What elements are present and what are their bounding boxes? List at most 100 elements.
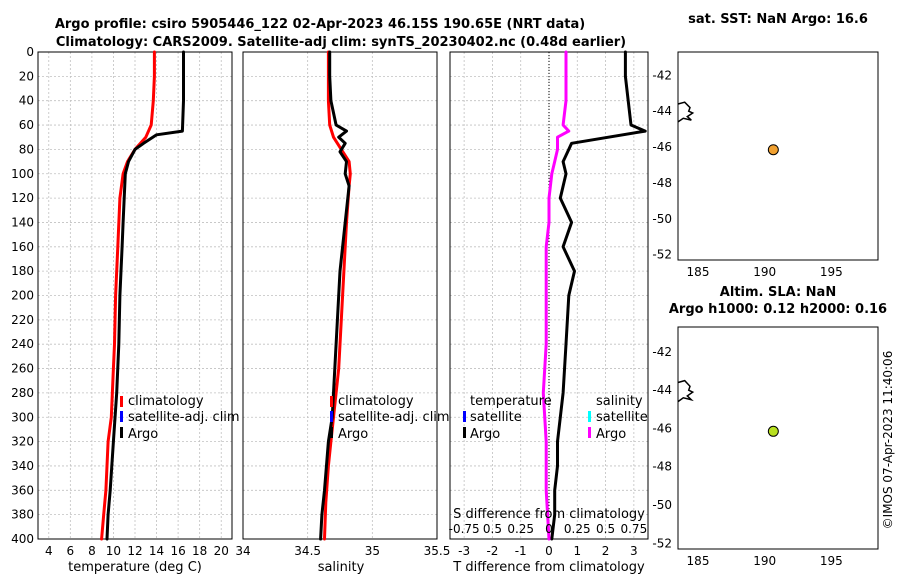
s-difference-tick-label: 0.75 [620, 522, 647, 536]
imos-timestamp-label: ©IMOS 07-Apr-2023 11:40:06 [878, 340, 898, 540]
sla-latitude-tick-label: -44 [652, 383, 672, 397]
temperature-axis-ticks: 4 6 8 10 12 14 16 18 20 [45, 544, 229, 558]
x-tick-label: 34.5 [294, 544, 321, 558]
x-tick-label: 4 [45, 544, 53, 558]
difference-series [541, 50, 647, 541]
imos-timestamp-text: ©IMOS 07-Apr-2023 11:40:06 [881, 350, 895, 530]
sla-map-title: Altim. SLA: NaN [720, 285, 836, 300]
sst-longitude-tick-label: 185 [687, 265, 710, 279]
depth-tick-label: 140 [11, 215, 34, 229]
sla-float-position-marker [767, 425, 779, 437]
sst-latitude-tick-label: -50 [652, 212, 672, 226]
sla-latitude-tick-label: -46 [652, 421, 672, 435]
temperature-legend: climatology satellite-adj. clim Argo [120, 394, 240, 442]
depth-tick-label: 240 [11, 337, 34, 351]
legend-label-temperature-argo: Argo [470, 427, 500, 442]
depth-tick-label: 300 [11, 410, 34, 424]
s-difference-tick-label: 0.25 [564, 522, 591, 536]
depth-tick-label: 0 [26, 45, 34, 59]
sla-map-subtitle: Argo h1000: 0.12 h2000: 0.16 [669, 302, 887, 317]
s-difference-label: S difference from climatology [453, 507, 645, 522]
series-line-salinity-argo [541, 50, 571, 541]
difference-grid [450, 51, 648, 540]
sst-coastline [677, 101, 695, 123]
depth-axis-ticks: 0 20 40 60 80 100 120 140 160 180 200 220 240 260 280 3… [11, 45, 34, 546]
legend-label-climatology: climatology [338, 394, 414, 409]
x-tick-label: 35.5 [424, 544, 451, 558]
x-tick-label: 8 [88, 544, 96, 558]
x-tick-label: 35 [365, 544, 380, 558]
salinity-axis-label: salinity [318, 560, 365, 575]
depth-tick-label: 360 [11, 483, 34, 497]
x-tick-label: 3 [630, 544, 638, 558]
t-difference-axis-ticks: -3 -2 -1 0 1 2 3 [458, 544, 638, 558]
legend-label-argo: Argo [338, 427, 368, 442]
x-tick-label: 12 [127, 544, 142, 558]
s-difference-tick-label: 0.5 [596, 522, 615, 536]
depth-tick-label: 400 [11, 532, 34, 546]
temperature-grid [38, 51, 232, 540]
depth-tick-label: 180 [11, 264, 34, 278]
depth-tick-label: 100 [11, 167, 34, 181]
sla-map-panel: Altim. SLA: NaN Argo h1000: 0.12 h2000: … [652, 285, 887, 568]
legend-swatch-satellite-adj [330, 411, 333, 422]
difference-legend: temperature satellite Argo salinity sate… [463, 394, 648, 442]
sla-map-axes-box [677, 326, 879, 550]
sla-latitude-tick-label: -52 [652, 536, 672, 550]
depth-tick-label: 280 [11, 386, 34, 400]
legend-head-salinity: salinity [596, 394, 643, 409]
sst-longitude-tick-label: 190 [753, 265, 776, 279]
sla-longitude-tick-label: 185 [687, 554, 710, 568]
x-tick-label: -1 [515, 544, 527, 558]
sst-latitude-tick-label: -46 [652, 140, 672, 154]
legend-label-argo: Argo [128, 427, 158, 442]
sst-latitude-tick-label: -42 [652, 68, 672, 82]
sst-latitude-tick-label: -52 [652, 248, 672, 262]
legend-head-temperature: temperature [470, 394, 552, 409]
legend-label-salinity-satellite: satellite [596, 410, 648, 425]
x-tick-label: 20 [214, 544, 229, 558]
legend-swatch-temperature-argo [463, 427, 466, 438]
series-line-temperature-argo [550, 50, 647, 541]
depth-tick-label: 200 [11, 289, 34, 303]
legend-swatch-satellite-adj [120, 411, 123, 422]
depth-tick-label: 160 [11, 240, 34, 254]
legend-swatch-temperature-satellite [463, 411, 466, 422]
temperature-axes-box [37, 51, 233, 540]
sla-coastline [677, 379, 695, 403]
s-difference-tick-label: -0.75 [449, 522, 480, 536]
depth-tick-label: 260 [11, 362, 34, 376]
salinity-axis-ticks: 34 34.5 35 35.5 [235, 544, 450, 558]
sst-latitude-tick-label: -48 [652, 176, 672, 190]
temperature-panel: 0 20 40 60 80 100 120 140 160 180 200 220 240 260 280 3… [11, 45, 240, 575]
x-tick-label: -2 [486, 544, 498, 558]
series-line-argo [105, 50, 185, 541]
temperature-series [100, 50, 185, 541]
x-tick-label: 34 [235, 544, 250, 558]
depth-tick-label: 40 [19, 94, 34, 108]
x-tick-label: 0 [545, 544, 553, 558]
legend-label-climatology: climatology [128, 394, 204, 409]
depth-tick-label: 20 [19, 69, 34, 83]
sla-longitude-tick-label: 190 [753, 554, 776, 568]
sst-float-position-marker [767, 144, 779, 156]
legend-swatch-argo [120, 427, 123, 438]
legend-swatch-climatology [330, 396, 333, 407]
depth-tick-label: 340 [11, 459, 34, 473]
sst-map-content: -42 -44 -46 -48 -50 -52 185 190 195 [652, 68, 842, 279]
x-tick-label: 14 [149, 544, 164, 558]
s-difference-tick-label: 0.5 [483, 522, 502, 536]
salinity-axes-box [242, 51, 438, 540]
sla-map-content: -42 -44 -46 -48 -50 -52 185 190 195 [652, 345, 842, 568]
sst-map-axes-box [677, 51, 879, 261]
sst-longitude-tick-label: 195 [820, 265, 843, 279]
sla-longitude-tick-label: 195 [820, 554, 843, 568]
depth-tick-label: 120 [11, 191, 34, 205]
s-difference-tick-label: 0.25 [507, 522, 534, 536]
sst-map-title: sat. SST: NaN Argo: 16.6 [688, 12, 868, 27]
depth-tick-label: 80 [19, 142, 34, 156]
legend-label-salinity-argo: Argo [596, 427, 626, 442]
sla-latitude-tick-label: -42 [652, 345, 672, 359]
depth-tick-label: 380 [11, 508, 34, 522]
